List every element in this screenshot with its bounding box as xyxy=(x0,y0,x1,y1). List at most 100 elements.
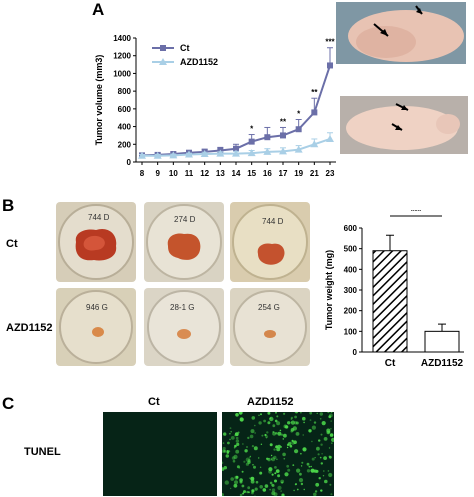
tunel-signal-dot xyxy=(235,439,240,443)
y-tick-label: 0 xyxy=(353,348,358,357)
tunel-signal-dot xyxy=(236,442,240,446)
tunel-signal-dot xyxy=(296,468,301,473)
tunel-signal-dot xyxy=(259,485,263,489)
y-tick-label: 400 xyxy=(344,265,358,274)
tunel-signal-dot xyxy=(311,440,313,443)
y-axis-label: Tumor weight (mg) xyxy=(324,250,334,330)
data-point xyxy=(326,134,334,142)
y-tick-label: 800 xyxy=(118,87,132,96)
tunel-signal-dot xyxy=(231,456,236,460)
panel-label-c: C xyxy=(2,394,15,413)
data-point xyxy=(279,147,287,155)
tunel-signal-dot xyxy=(233,454,238,459)
tunel-signal-dot xyxy=(275,445,279,448)
data-point xyxy=(138,151,146,159)
tunel-signal-dot xyxy=(249,455,252,458)
col-label-ct: Ct xyxy=(148,396,160,408)
tunel-signal-dot xyxy=(271,488,276,492)
tunel-signal-dot xyxy=(234,432,239,437)
tunel-signal-dot xyxy=(323,437,328,441)
tunel-signal-dot xyxy=(271,458,273,460)
tunel-signal-dot xyxy=(310,468,315,473)
tunel-signal-dot xyxy=(268,470,272,474)
tunel-signal-dot xyxy=(244,449,248,453)
tunel-signal-dot xyxy=(249,434,254,439)
tunel-signal-dot xyxy=(289,441,291,443)
tunel-signal-dot xyxy=(250,476,255,481)
tunel-signal-dot xyxy=(260,443,263,445)
tunel-signal-dot xyxy=(298,478,304,483)
tunel-signal-dot xyxy=(329,483,332,486)
tunel-signal-dot xyxy=(223,432,227,436)
tunel-signal-dot xyxy=(277,474,281,478)
tunel-signal-dot xyxy=(251,489,255,493)
tunel-signal-dot xyxy=(331,442,333,444)
y-tick-label: 200 xyxy=(344,307,358,316)
tunel-signal-dot xyxy=(310,465,312,468)
tunel-signal-dot xyxy=(246,446,248,448)
row-label-azd1152: AZD1152 xyxy=(6,322,53,334)
tunel-signal-dot xyxy=(306,462,310,466)
tunel-signal-dot xyxy=(269,488,271,491)
tunel-signal-dot xyxy=(245,457,251,462)
dish-label: 744 D xyxy=(262,217,284,226)
tunel-signal-dot xyxy=(268,467,273,472)
tunel-signal-dot xyxy=(273,448,276,451)
tunel-signal-dot xyxy=(247,486,251,490)
data-point xyxy=(216,149,225,157)
tunel-signal-dot xyxy=(308,465,311,468)
tunel-signal-dot xyxy=(300,452,302,455)
tunel-signal-dot xyxy=(277,431,282,436)
tunel-signal-dot xyxy=(246,490,249,494)
tunel-signal-dot xyxy=(270,454,273,457)
x-tick-label: 17 xyxy=(279,169,288,178)
tunel-signal-dot xyxy=(284,425,289,429)
tunel-signal-dot xyxy=(331,437,334,442)
tunel-signal-dot xyxy=(282,438,285,440)
data-point xyxy=(233,145,239,152)
tunel-signal-dot xyxy=(271,491,276,496)
tunel-signal-dot xyxy=(223,450,225,452)
tunel-signal-dot xyxy=(311,425,316,430)
tunel-signal-dot xyxy=(274,466,277,469)
y-tick-label: 100 xyxy=(344,327,358,336)
tunel-signal-dot xyxy=(280,433,284,436)
tunel-signal-dot xyxy=(264,484,269,488)
tunel-signal-dot xyxy=(222,461,224,465)
tunel-signal-dot xyxy=(259,466,262,468)
tunel-signal-dot xyxy=(258,414,260,416)
tunel-signal-dot xyxy=(330,420,332,422)
tunel-signal-dot xyxy=(320,489,323,492)
tunel-signal-dot xyxy=(254,424,256,427)
tunel-signal-dot xyxy=(294,421,298,425)
legend-marker-1 xyxy=(159,58,167,65)
x-tick-label: 16 xyxy=(263,169,272,178)
tunel-signal-dot xyxy=(269,417,271,420)
tunel-signal-dot xyxy=(230,436,235,440)
y-tick-label: 1200 xyxy=(113,52,131,61)
tunel-signal-dot xyxy=(294,449,299,454)
tunel-signal-dot xyxy=(293,440,297,444)
tunel-signal-dot xyxy=(229,487,232,490)
tunel-signal-dot xyxy=(290,418,293,420)
tunel-signal-dot xyxy=(328,415,332,419)
tunel-signal-dot xyxy=(254,487,258,491)
tunel-signal-dot xyxy=(247,436,250,440)
y-tick-label: 400 xyxy=(118,123,132,132)
legend-label-0: Ct xyxy=(180,43,190,53)
tunel-signal-dot xyxy=(241,470,244,473)
tunel-signal-dot xyxy=(269,481,273,485)
significance-mark: * xyxy=(250,125,254,134)
tunel-signal-dot xyxy=(266,431,269,434)
data-point xyxy=(200,150,209,158)
tunel-signal-dot xyxy=(235,449,240,454)
x-tick-label: 15 xyxy=(247,169,256,178)
tunel-signal-dot xyxy=(302,434,304,436)
tunel-signal-dot xyxy=(281,481,284,484)
tunel-signal-dot xyxy=(266,457,269,460)
tunel-signal-dot xyxy=(320,433,323,436)
tunel-signal-dot xyxy=(323,470,325,472)
tunel-signal-dot xyxy=(314,490,318,493)
tunel-signal-dot xyxy=(230,477,234,481)
tunel-signal-dot xyxy=(330,412,333,413)
